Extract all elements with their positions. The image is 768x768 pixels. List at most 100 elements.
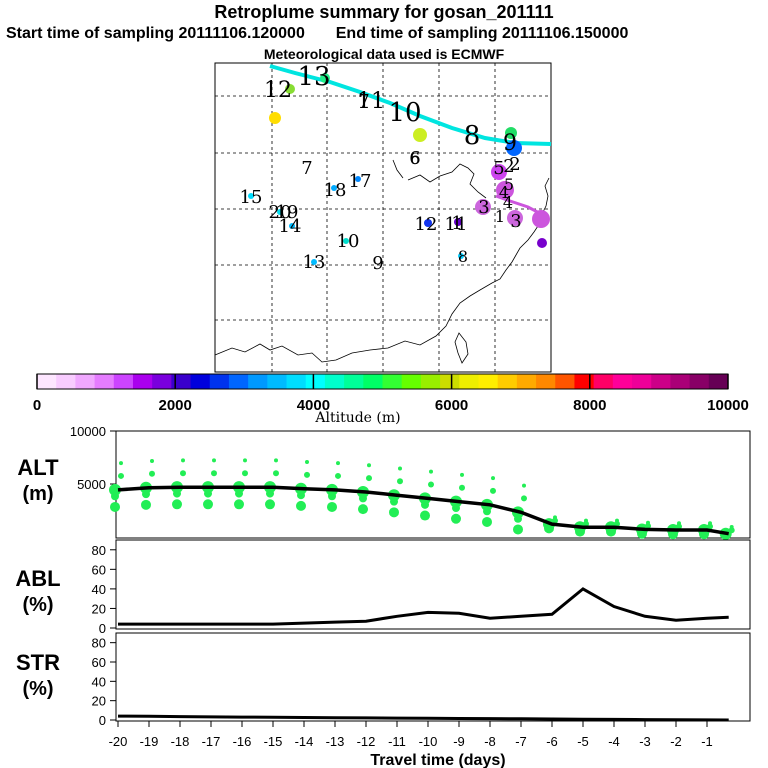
map-trajectory-label: 13 (297, 62, 330, 92)
met-data-note: Meteorological data used is ECMWF (263, 46, 505, 62)
alt-dot (389, 507, 399, 518)
colorbar-cell (593, 374, 614, 389)
start-time: Start time of sampling 20111106.120000 (6, 25, 305, 42)
alt-dot (119, 461, 123, 466)
map-point (454, 218, 462, 226)
colorbar-cell (228, 374, 249, 389)
str-tick-40: 40 (92, 674, 106, 689)
str-unit: (%) (22, 678, 53, 700)
map-cluster-label: 4 (499, 183, 509, 202)
colorbar-cell (612, 374, 633, 389)
alt-dot (358, 504, 368, 515)
colorbar-cell (382, 374, 403, 389)
map-point (320, 73, 330, 83)
alt-dot (522, 483, 526, 488)
map-point (285, 84, 295, 94)
colorbar-cell (267, 374, 288, 389)
str-label: STR (16, 650, 60, 675)
alt-dot (398, 466, 402, 471)
x-tick-label: -10 (419, 734, 438, 749)
alt-dot (118, 472, 124, 479)
map-cluster-label: 8 (458, 247, 468, 266)
abl-tick-40: 40 (92, 582, 106, 597)
alt-dot (109, 483, 121, 496)
str-tick-60: 60 (92, 655, 106, 670)
map-cluster-label: 20 (269, 202, 292, 223)
map-trajectory-label: 1 (495, 207, 505, 226)
colorbar-cell (152, 374, 172, 389)
map-trajectory-label: 3 (478, 197, 489, 218)
colorbar-cell (286, 374, 307, 389)
map-trajectory-label: 11 (357, 89, 385, 114)
abl-ticks: 80 60 40 20 0 (92, 543, 116, 636)
colorbar-cell (190, 374, 211, 389)
alt-dot (265, 499, 275, 510)
colorbar-cell (708, 374, 729, 389)
alt-dot (729, 525, 734, 530)
abl-tick-60: 60 (92, 562, 106, 577)
colorbar-cell (574, 374, 595, 389)
map-trajectory-label: 2 (503, 156, 514, 177)
str-tick-20: 20 (92, 694, 106, 709)
map-point (505, 127, 517, 139)
alt-dot (141, 499, 151, 510)
x-tick-label: -12 (357, 734, 376, 749)
alt-dot (491, 476, 495, 481)
alt-dot (482, 516, 492, 527)
x-axis-ticks: -20 -19 -18 -17 -16 -15 -14 -13 -12 -11 -10 -9 -8 -7 -… (109, 721, 713, 749)
alt-dot (273, 470, 279, 477)
taiwan-outline (454, 332, 469, 364)
alt-dot (149, 470, 155, 477)
str-frame (115, 632, 751, 722)
x-tick-label: -8 (484, 734, 496, 749)
alt-dot (327, 501, 337, 512)
colorbar-label: Altitude (m) (314, 410, 400, 426)
alt-dot (646, 520, 650, 525)
map-point (532, 210, 550, 228)
x-tick-label: -18 (171, 734, 190, 749)
colorbar-tick-label: 8000 (573, 397, 606, 414)
abl-panel: ABL (%) 80 60 40 20 0 (15, 539, 751, 636)
map-point (507, 210, 523, 226)
str-panel: STR (%) 80 60 40 20 0 (16, 632, 751, 728)
abl-label: ABL (15, 566, 60, 591)
alt-dot (212, 458, 216, 463)
x-tick-label: -17 (202, 734, 221, 749)
alt-dot (677, 521, 681, 526)
alt-dot (420, 510, 430, 521)
alt-tick-5000: 5000 (77, 477, 106, 492)
str-ticks: 80 60 40 20 0 (92, 636, 116, 728)
map-trajectory-label: 6 (409, 148, 420, 169)
str-tick-0: 0 (99, 713, 106, 728)
map-trajectory-label: 9 (503, 131, 517, 156)
coastlines (214, 159, 550, 364)
map-point (277, 209, 283, 215)
alt-panel: ALT (m) 10000 5000 (17, 424, 751, 540)
map-cluster-label: 13 (303, 252, 326, 273)
map-cluster-label: 18 (324, 180, 347, 201)
map-point (289, 223, 295, 229)
alt-dot (242, 470, 248, 477)
map-point (475, 199, 491, 215)
alt-dot (584, 518, 588, 523)
map-point (424, 219, 432, 227)
map-trajectory-label: 5 (493, 158, 504, 179)
alt-mean-line (117, 485, 729, 536)
alt-dot (296, 500, 306, 511)
map-cluster-label: 5 (504, 175, 514, 194)
colorbar-cell (305, 374, 326, 389)
x-tick-label: -5 (577, 734, 589, 749)
alt-dot (513, 524, 523, 535)
colorbar-cell (536, 374, 556, 389)
colorbar-cell (670, 374, 691, 389)
abl-tick-80: 80 (92, 543, 106, 558)
chart-title: Retroplume summary for gosan_201111 (214, 2, 554, 22)
x-tick-label: -9 (453, 734, 465, 749)
colorbar-cell (555, 374, 575, 389)
map-trajectory-label: 4 (503, 193, 513, 212)
abl-frame (115, 539, 751, 630)
colorbar-tick-label: 6000 (435, 397, 468, 414)
colorbar-cell (459, 374, 479, 389)
